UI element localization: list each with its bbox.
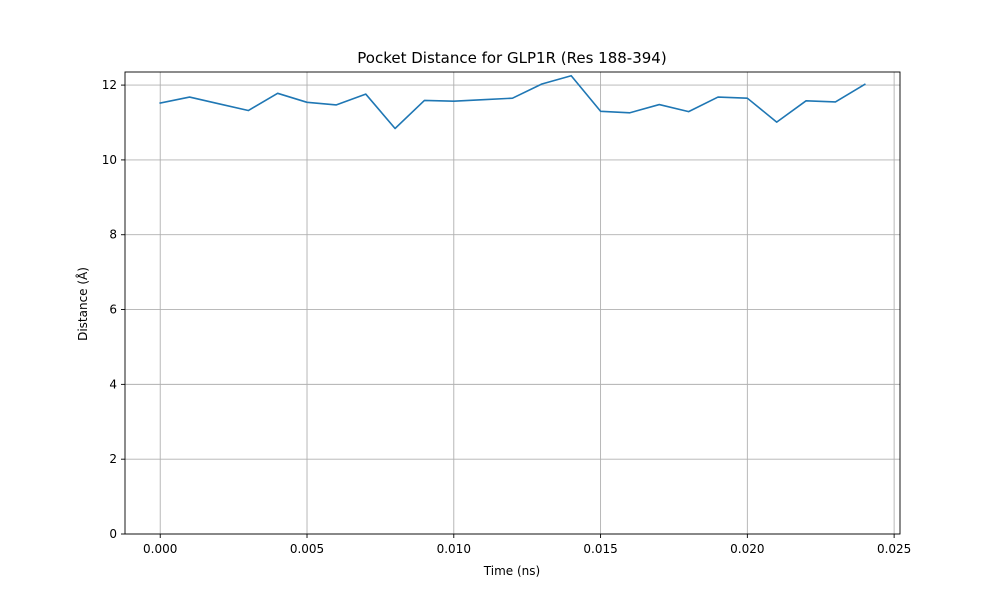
plot-frame	[124, 71, 901, 535]
series-layer	[159, 74, 866, 130]
chart-title: Pocket Distance for GLP1R (Res 188-394)	[357, 49, 666, 67]
x-tick-label: 0.015	[583, 542, 617, 556]
y-tick-label: 0	[109, 527, 117, 541]
series-line	[159, 74, 866, 130]
y-tick-label: 12	[102, 78, 117, 92]
y-tick-label: 8	[109, 228, 117, 242]
x-axis-label: Time (ns)	[483, 564, 540, 578]
x-tick-label: 0.005	[290, 542, 324, 556]
y-tick-label: 2	[109, 452, 117, 466]
y-axis-label: Distance (Å)	[75, 267, 90, 341]
x-tick-label: 0.000	[143, 542, 177, 556]
y-axis-ticks: 0 2 4 6 8 10 12	[102, 78, 125, 541]
x-axis-ticks: 0.000 0.005 0.010 0.015 0.020 0.025	[143, 534, 911, 556]
y-tick-label: 10	[102, 153, 117, 167]
y-tick-label: 4	[109, 377, 117, 391]
x-tick-label: 0.020	[730, 542, 764, 556]
y-tick-label: 6	[109, 303, 117, 317]
x-tick-label: 0.010	[437, 542, 471, 556]
grid-lines	[125, 72, 900, 535]
x-tick-label: 0.025	[877, 542, 911, 556]
